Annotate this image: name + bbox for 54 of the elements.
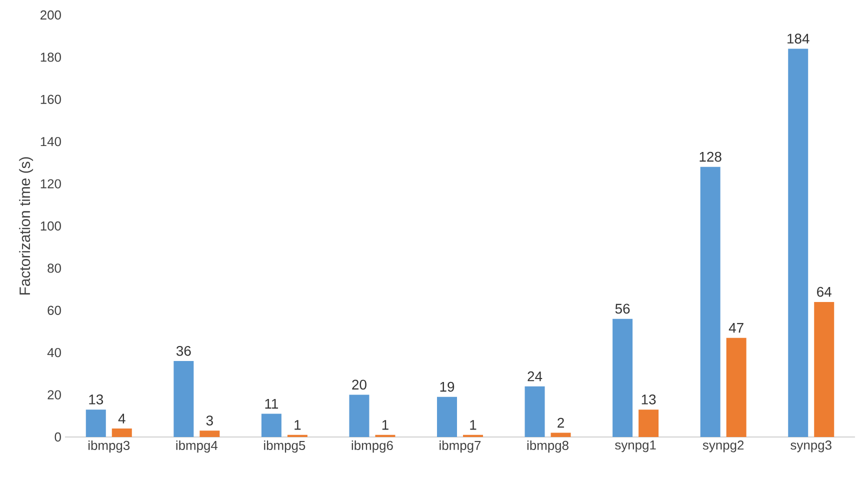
y-tick-label: 0 bbox=[54, 432, 61, 442]
x-tick-label: synpg1 bbox=[615, 440, 656, 452]
x-tick-label: synpg3 bbox=[790, 440, 832, 452]
y-tick-label: 100 bbox=[40, 221, 61, 231]
x-tick-label: ibmpg4 bbox=[176, 440, 218, 453]
data-label: 19 bbox=[440, 382, 454, 392]
x-tick-label: ibmpg6 bbox=[352, 440, 393, 453]
x-tick-label: ibmpg7 bbox=[440, 440, 481, 453]
x-tick-label: ibmpg3 bbox=[88, 440, 130, 453]
x-tick-label: synpg2 bbox=[702, 440, 744, 452]
bar bbox=[612, 318, 633, 437]
y-tick-label: 160 bbox=[40, 94, 61, 104]
data-label: 56 bbox=[615, 304, 630, 314]
data-label: 47 bbox=[728, 323, 744, 333]
bar bbox=[550, 432, 571, 437]
y-tick-label: 140 bbox=[40, 137, 61, 146]
data-label: 20 bbox=[352, 380, 366, 390]
bar bbox=[726, 338, 746, 437]
bar bbox=[814, 302, 834, 437]
x-tick-label: ibmpg5 bbox=[264, 440, 306, 453]
y-tick-label: 200 bbox=[40, 10, 61, 20]
data-label: 13 bbox=[89, 394, 104, 404]
bar bbox=[788, 48, 808, 437]
data-label: 128 bbox=[700, 152, 722, 162]
data-label: 64 bbox=[817, 286, 832, 297]
bar bbox=[174, 361, 194, 437]
data-label: 3 bbox=[206, 416, 213, 426]
y-tick-label: 20 bbox=[48, 390, 61, 400]
y-tick-label: 60 bbox=[48, 306, 61, 315]
bar bbox=[261, 414, 282, 437]
bar bbox=[349, 394, 370, 437]
data-label: 36 bbox=[176, 346, 191, 356]
y-tick-label: 80 bbox=[48, 264, 61, 273]
data-label: 184 bbox=[788, 34, 810, 44]
bar bbox=[437, 396, 457, 437]
bar bbox=[86, 410, 106, 437]
y-tick-label: 180 bbox=[40, 52, 61, 62]
y-tick-label: 40 bbox=[47, 348, 61, 358]
data-label: 2 bbox=[558, 418, 564, 428]
y-axis-title: Factorization time (s) bbox=[19, 157, 34, 295]
bar bbox=[524, 386, 545, 437]
bar bbox=[638, 410, 659, 437]
bar bbox=[700, 166, 720, 437]
data-label: 11 bbox=[265, 399, 278, 409]
bar bbox=[112, 428, 132, 437]
data-label: 1 bbox=[294, 420, 301, 430]
x-tick-label: ibmpg8 bbox=[527, 440, 568, 453]
data-label: 24 bbox=[528, 371, 542, 382]
bar bbox=[200, 430, 220, 437]
data-label: 13 bbox=[642, 394, 656, 404]
data-label: 1 bbox=[470, 420, 476, 430]
y-tick-label: 120 bbox=[40, 179, 61, 188]
data-label: 4 bbox=[118, 414, 126, 424]
data-label: 1 bbox=[382, 420, 388, 430]
